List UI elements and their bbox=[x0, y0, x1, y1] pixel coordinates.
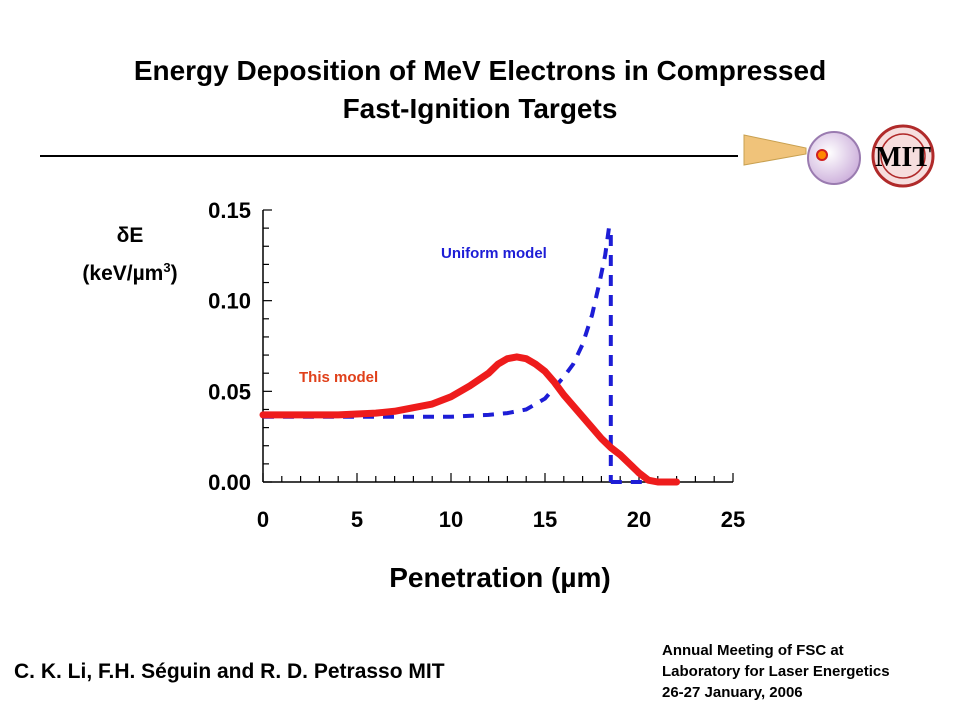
mit-seal-icon bbox=[871, 124, 935, 188]
x-tick-label: 25 bbox=[721, 507, 745, 532]
x-tick-label: 0 bbox=[257, 507, 269, 532]
title-divider bbox=[40, 155, 738, 157]
meeting-line-2: Laboratory for Laser Energetics bbox=[662, 663, 890, 680]
burst-icon bbox=[816, 149, 828, 161]
title-line-2: Fast-Ignition Targets bbox=[342, 93, 618, 124]
y-tick-label: 0.10 bbox=[208, 289, 251, 314]
y-axis-unit: (keV/µm3) bbox=[82, 260, 178, 285]
y-axis-symbol: δE bbox=[116, 224, 144, 247]
x-tick-label: 5 bbox=[351, 507, 363, 532]
y-tick-label: 0.05 bbox=[208, 379, 251, 404]
uniform-model-label: Uniform model bbox=[441, 245, 547, 262]
meeting-line-1: Annual Meeting of FSC at bbox=[662, 642, 844, 659]
y-axis-label: δE (keV/µm3) bbox=[40, 220, 220, 290]
y-tick-label: 0.00 bbox=[208, 470, 251, 495]
x-tick-label: 15 bbox=[533, 507, 557, 532]
mit-logo-text: MIT bbox=[875, 142, 931, 173]
this-model-label: This model bbox=[299, 369, 378, 386]
meeting-line-3: 26-27 January, 2006 bbox=[662, 684, 803, 701]
authors: C. K. Li, F.H. Séguin and R. D. Petrasso… bbox=[14, 660, 445, 683]
this-model-line bbox=[259, 353, 681, 486]
y-tick-label: 0.15 bbox=[208, 198, 251, 223]
title-line-1: Energy Deposition of MeV Electrons in Co… bbox=[133, 55, 827, 86]
x-tick-label: 10 bbox=[439, 507, 463, 532]
page-title: Energy Deposition of MeV Electrons in Co… bbox=[0, 52, 960, 128]
x-axis-label: Penetration (µm) bbox=[389, 562, 611, 593]
meeting-info: Annual Meeting of FSC at Laboratory for … bbox=[662, 640, 890, 703]
x-tick-label: 20 bbox=[627, 507, 651, 532]
beam-cone-icon bbox=[743, 134, 807, 166]
target-sphere-icon bbox=[807, 131, 861, 185]
uniform-model-line bbox=[263, 226, 613, 482]
mit-logo: MIT bbox=[743, 124, 935, 188]
